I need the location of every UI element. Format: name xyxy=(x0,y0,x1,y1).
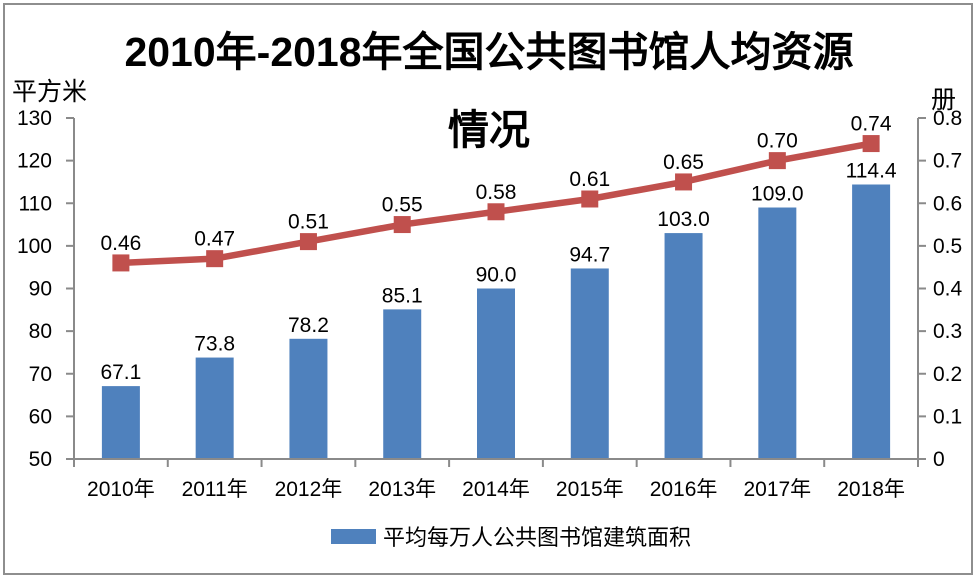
bar-data-label: 67.1 xyxy=(100,361,141,384)
right-axis-tick-label: 0.7 xyxy=(933,150,962,173)
line-marker xyxy=(112,254,130,272)
bar xyxy=(570,268,609,459)
left-axis-tick-label: 130 xyxy=(17,107,52,130)
line-data-label: 0.46 xyxy=(100,232,141,255)
bar xyxy=(852,184,891,459)
left-axis-tick-label: 80 xyxy=(29,320,52,343)
bar-data-label: 78.2 xyxy=(288,314,329,337)
left-axis-tick-label: 90 xyxy=(29,278,52,301)
right-axis-tick-label: 0.6 xyxy=(933,192,962,215)
line-data-label: 0.51 xyxy=(288,211,329,234)
legend-label: 平均每万人公共图书馆建筑面积 xyxy=(382,525,691,550)
chart-title-line1: 2010年-2018年全国公共图书馆人均资源 xyxy=(124,29,854,75)
category-label: 2015年 xyxy=(556,478,624,501)
bar xyxy=(477,288,515,459)
line-marker xyxy=(299,233,317,251)
left-axis-tick-label: 70 xyxy=(29,363,52,386)
line-marker xyxy=(862,135,880,153)
category-label: 2013年 xyxy=(368,478,436,501)
right-axis-tick-label: 0 xyxy=(933,448,945,471)
line-marker xyxy=(675,173,693,191)
line-marker xyxy=(581,190,599,208)
left-axis-tick-label: 110 xyxy=(19,192,52,215)
bar-data-label: 85.1 xyxy=(382,284,423,307)
legend-marker-bar xyxy=(330,528,376,544)
line-data-label: 0.58 xyxy=(476,181,517,204)
line-marker xyxy=(393,216,411,234)
category-label: 2012年 xyxy=(275,478,343,501)
bar xyxy=(195,357,234,459)
category-label: 2011年 xyxy=(182,478,248,501)
bar-data-label: 103.0 xyxy=(657,208,710,231)
left-axis-tick-label: 120 xyxy=(17,150,52,173)
bar-data-label: 109.0 xyxy=(751,183,804,206)
category-label: 2017年 xyxy=(743,478,811,501)
bar xyxy=(758,207,797,459)
right-axis-unit: 册 xyxy=(931,86,957,114)
category-label: 2016年 xyxy=(650,478,718,501)
chart-title-line2: 情况 xyxy=(448,107,530,153)
left-axis-tick-label: 100 xyxy=(17,235,52,258)
line-data-label: 0.47 xyxy=(194,228,235,251)
bar xyxy=(664,233,703,459)
line-marker xyxy=(487,203,505,221)
line-data-label: 0.74 xyxy=(851,113,892,136)
line-marker xyxy=(768,152,786,170)
right-axis-tick-label: 0.8 xyxy=(933,107,962,130)
chart-title: 2010年-2018年全国公共图书馆人均资源 情况 xyxy=(0,13,978,169)
category-label: 2018年 xyxy=(837,478,905,501)
right-axis-tick-label: 0.5 xyxy=(933,235,962,258)
line-data-label: 0.65 xyxy=(663,151,704,174)
bar-data-label: 73.8 xyxy=(194,333,235,356)
bar-data-label: 114.4 xyxy=(846,159,897,182)
line-data-label: 0.55 xyxy=(382,194,423,217)
bar xyxy=(289,338,328,459)
legend: 平均每万人公共图书馆建筑面积 xyxy=(22,520,978,552)
line-data-label: 0.61 xyxy=(569,168,610,191)
left-axis-unit: 平方米 xyxy=(12,78,88,106)
line-data-label: 0.70 xyxy=(757,130,798,153)
bar xyxy=(101,386,140,459)
category-label: 2014年 xyxy=(462,478,530,501)
left-axis-tick-label: 50 xyxy=(29,448,52,471)
right-axis-tick-label: 0.1 xyxy=(933,405,962,428)
bar-data-label: 90.0 xyxy=(476,264,517,287)
bar xyxy=(383,309,422,459)
category-label: 2010年 xyxy=(87,478,155,501)
right-axis-tick-label: 0.2 xyxy=(933,363,962,386)
right-axis-tick-label: 0.4 xyxy=(933,278,963,301)
line-marker xyxy=(206,250,224,268)
right-axis-tick-label: 0.3 xyxy=(933,320,962,343)
left-axis-tick-label: 60 xyxy=(29,405,52,428)
bar-data-label: 94.7 xyxy=(569,243,610,266)
